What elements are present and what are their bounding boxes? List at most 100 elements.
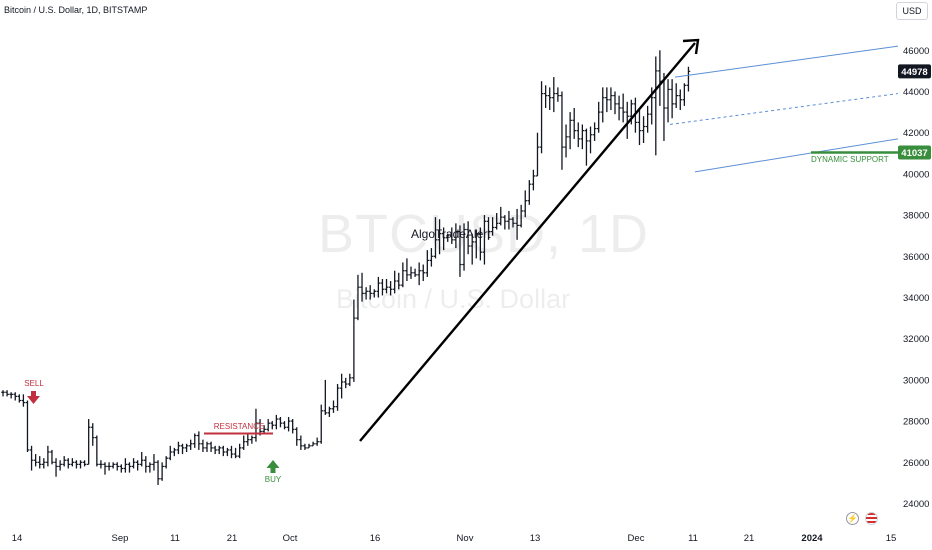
ohlc-bar <box>621 93 625 123</box>
time-axis: 14 Sep 11 21 Oct 16 Nov 13 Dec 11 21 2024 15 <box>12 533 897 544</box>
ohlc-bar <box>111 462 115 469</box>
ohlc-bar <box>348 373 352 387</box>
ohlc-bar <box>107 462 111 471</box>
ohlc-bar <box>294 427 299 446</box>
ohlc-bar <box>592 122 597 141</box>
ohlc-bar <box>229 445 234 459</box>
ohlc-bar <box>115 462 120 471</box>
last-price-badge-text: 44978 <box>901 67 927 78</box>
ohlc-bar <box>523 190 528 218</box>
ohlc-bar <box>205 441 209 452</box>
arrow-shaft <box>359 42 696 442</box>
ohlc-bar <box>148 462 152 473</box>
ohlc-bar <box>666 79 670 123</box>
ohlc-bar <box>413 268 417 277</box>
price-axis: 24000 26000 28000 30000 32000 34000 36000 38000… <box>898 46 931 510</box>
ohlc-bar <box>466 221 470 255</box>
ohlc-bar <box>445 233 450 242</box>
ohlc-bar <box>392 270 397 294</box>
price-tick-label: 32000 <box>903 334 929 345</box>
ohlc-bar <box>5 390 9 397</box>
ohlc-bar <box>515 208 519 240</box>
ohlc-bar <box>209 441 213 452</box>
ohlc-bar <box>543 85 548 108</box>
ohlc-bar <box>13 392 18 401</box>
arrow-head <box>682 38 700 55</box>
ohlc-bar <box>62 456 66 467</box>
ohlc-bar <box>188 439 193 450</box>
ohlc-bar <box>588 126 593 154</box>
ohlc-bar <box>156 460 160 485</box>
ohlc-bar <box>552 77 556 113</box>
ohlc-bar <box>380 278 385 296</box>
currency-button[interactable]: USD <box>896 2 928 20</box>
time-tick-label: 21 <box>227 533 238 544</box>
price-tick-label: 26000 <box>903 458 929 469</box>
support-price-badge: 41037 <box>898 145 931 160</box>
ohlc-bar <box>384 278 389 294</box>
ohlc-bar <box>103 462 107 475</box>
watermark-ticker: BTCUSD, 1D <box>318 204 650 264</box>
ohlc-bar <box>29 445 34 471</box>
time-tick-label: 16 <box>370 533 381 544</box>
ohlc-bar <box>674 83 678 108</box>
ohlc-bar <box>331 400 336 413</box>
ohlc-bar <box>176 441 181 455</box>
ohlc-bar <box>547 87 552 111</box>
chart-title: Bitcoin / U.S. Dollar, 1D, BITSTAMP <box>4 5 148 15</box>
ohlc-bar <box>368 285 372 300</box>
lightning-icon[interactable]: ⚡ <box>846 512 859 525</box>
ohlc-bar <box>641 116 646 143</box>
ohlc-bar <box>25 400 30 452</box>
ohlc-bar <box>1 390 5 397</box>
ohlc-bar <box>74 460 79 469</box>
ohlc-bar <box>217 445 222 455</box>
time-tick-label: Sep <box>112 533 129 544</box>
ohlc-bar <box>237 443 242 459</box>
ohlc-bar <box>315 437 319 446</box>
ohlc-bar <box>433 217 438 259</box>
ohlc-bar <box>482 215 487 265</box>
ohlc-bar <box>135 460 140 471</box>
ohlc-bar <box>388 281 393 296</box>
ohlc-bar <box>441 227 446 251</box>
ohlc-bar <box>609 87 613 111</box>
ohlc-bar <box>339 373 344 399</box>
ohlc-bar <box>343 377 348 389</box>
brand-label: AlgoTradeAlert <box>411 227 491 241</box>
ohlc-bar <box>352 299 356 382</box>
ohlc-bar <box>584 128 589 166</box>
ohlc-bar <box>307 443 311 449</box>
time-tick-label: 13 <box>530 533 541 544</box>
ohlc-bar <box>290 419 295 434</box>
sell-arrow-icon <box>27 391 40 404</box>
ohlc-bar <box>539 81 544 154</box>
ohlc-bar <box>164 456 168 469</box>
ohlc-bar <box>450 227 454 244</box>
time-tick-label: Nov <box>457 533 474 544</box>
price-tick-label: 42000 <box>903 128 929 139</box>
ohlc-bar <box>144 456 148 473</box>
ohlc-bar <box>319 404 324 444</box>
resistance-label: RESISTANCE <box>214 422 265 431</box>
us-flag-icon[interactable] <box>865 512 878 525</box>
channel-upper-line <box>674 45 899 78</box>
channel-mid-line <box>669 93 899 125</box>
ohlc-bar <box>21 394 26 407</box>
ohlc-bar <box>364 287 368 300</box>
ohlc-bar <box>576 122 581 148</box>
ohlc-bar <box>490 217 495 236</box>
ohlc-bar <box>580 124 585 150</box>
ohlc-bar <box>197 431 201 450</box>
ohlc-bar <box>131 458 136 469</box>
ohlc-bar <box>405 258 409 282</box>
buy-label: BUY <box>265 475 282 484</box>
ohlc-bar <box>498 206 503 226</box>
ohlc-bar <box>274 414 279 430</box>
ohlc-bar <box>86 419 91 465</box>
ohlc-bar <box>568 112 572 150</box>
ohlc-bar <box>425 250 430 277</box>
ohlc-bar <box>192 433 197 448</box>
ohlc-bar <box>429 248 434 267</box>
